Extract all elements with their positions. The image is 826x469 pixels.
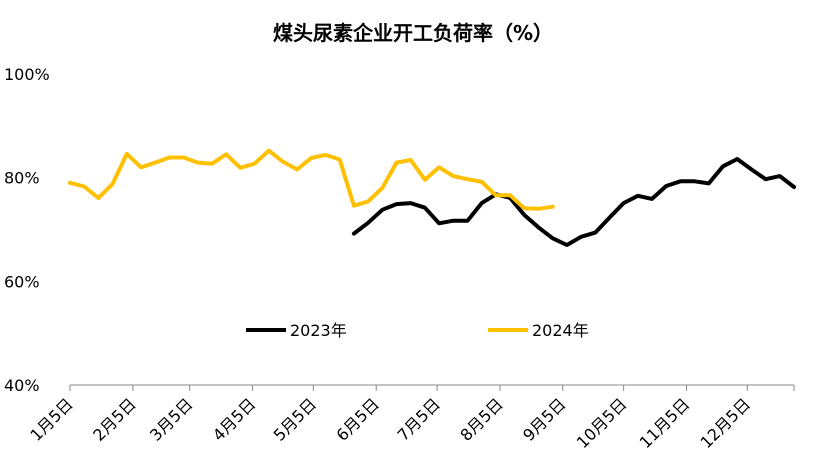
legend-label: 2024年	[532, 321, 589, 340]
y-tick-label: 60%	[4, 272, 40, 291]
x-tick-label: 12月5日	[696, 394, 754, 452]
series-line-1	[351, 157, 796, 247]
x-tick-label: 2月5日	[89, 394, 139, 444]
y-tick-label: 40%	[4, 376, 40, 395]
x-tick-label: 5月5日	[270, 394, 320, 444]
x-tick-label: 8月5日	[456, 394, 506, 444]
legend: 2023年 2024年	[246, 321, 589, 340]
x-tick-label: 9月5日	[519, 394, 569, 444]
y-tick-label: 80%	[4, 169, 40, 188]
x-tick-label: 11月5日	[636, 394, 694, 452]
x-tick-label: 6月5日	[333, 394, 383, 444]
x-tick-label: 1月5日	[26, 394, 76, 444]
series-lines	[68, 148, 796, 247]
legend-label: 2023年	[290, 321, 347, 340]
x-axis-ticks: 1月5日 2月5日 3月5日 4月5日 5月5日 6月5日 7月5日 8月5日 9月5日 10月5…	[26, 385, 795, 452]
x-tick-label: 7月5日	[393, 394, 443, 444]
chart-title: 煤头尿素企业开工负荷率（%）	[273, 21, 553, 45]
x-tick-label: 4月5日	[209, 394, 259, 444]
y-tick-label: 100%	[4, 65, 50, 84]
series-line-2	[68, 148, 555, 211]
y-axis-ticks: 40% 60% 80% 100%	[4, 65, 50, 395]
x-tick-label: 3月5日	[146, 394, 196, 444]
x-tick-label: 10月5日	[573, 394, 631, 452]
